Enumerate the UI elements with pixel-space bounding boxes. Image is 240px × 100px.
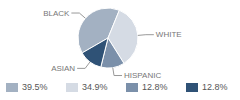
- svg-text:WHITE: WHITE: [156, 30, 182, 39]
- svg-text:HISPANIC: HISPANIC: [124, 71, 161, 80]
- html-text:34.9%: 34.9%: [82, 82, 108, 92]
- svg-text:BLACK: BLACK: [43, 9, 70, 18]
- html-text:39.5%: 39.5%: [22, 82, 48, 92]
- svg-text:ASIAN: ASIAN: [51, 64, 75, 73]
- html-text:12.8%: 12.8%: [142, 82, 168, 92]
- html-text:12.8%: 12.8%: [202, 82, 228, 92]
